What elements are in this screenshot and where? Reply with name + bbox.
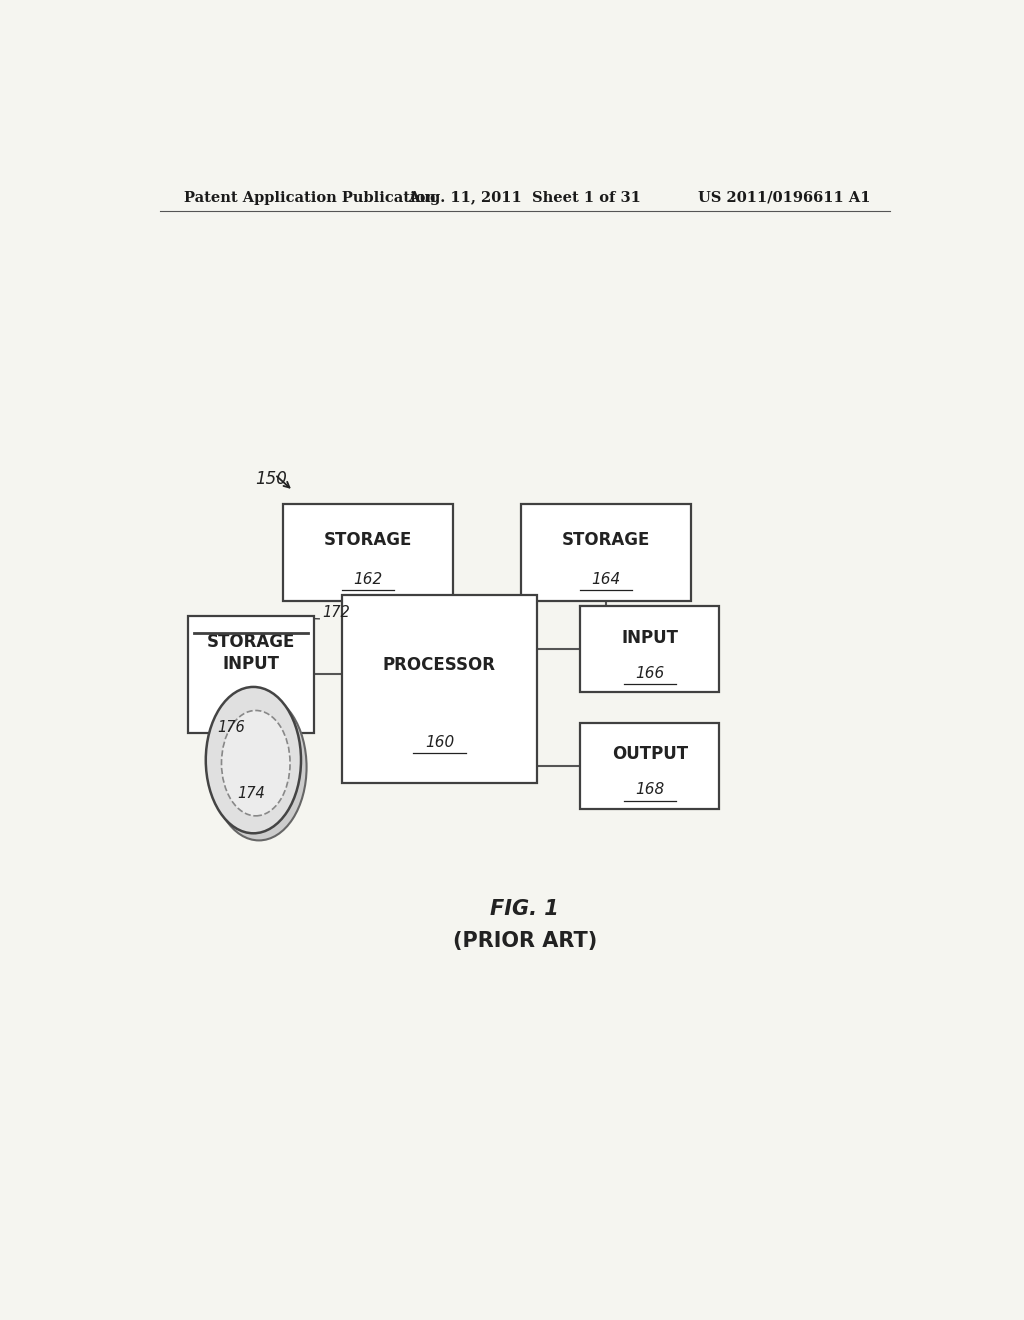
Text: 150: 150 [255,470,287,487]
Text: 168: 168 [635,783,665,797]
Bar [581,606,719,692]
Text: 176: 176 [218,721,246,735]
Bar [521,504,691,601]
Text: FIG. 1: FIG. 1 [490,899,559,919]
Text: OUTPUT: OUTPUT [611,746,688,763]
Text: 166: 166 [635,665,665,681]
Ellipse shape [211,694,306,841]
Text: (PRIOR ART): (PRIOR ART) [453,931,597,950]
Text: 172: 172 [323,606,350,620]
Text: 170: 170 [237,700,265,714]
Text: 174: 174 [238,787,265,801]
Text: PROCESSOR: PROCESSOR [383,656,496,675]
Text: Aug. 11, 2011  Sheet 1 of 31: Aug. 11, 2011 Sheet 1 of 31 [409,190,641,205]
Text: US 2011/0196611 A1: US 2011/0196611 A1 [697,190,870,205]
Text: Patent Application Publication: Patent Application Publication [183,190,435,205]
Bar [581,722,719,809]
Ellipse shape [221,710,290,816]
Bar [283,504,454,601]
Bar [187,615,314,733]
Bar [342,595,537,784]
Text: STORAGE: STORAGE [324,531,413,549]
Text: 162: 162 [353,572,383,587]
Text: STORAGE
INPUT: STORAGE INPUT [207,634,295,673]
Text: 164: 164 [592,572,621,587]
Text: 160: 160 [425,735,454,750]
Ellipse shape [206,686,301,833]
Text: INPUT: INPUT [622,628,678,647]
Text: STORAGE: STORAGE [562,531,650,549]
